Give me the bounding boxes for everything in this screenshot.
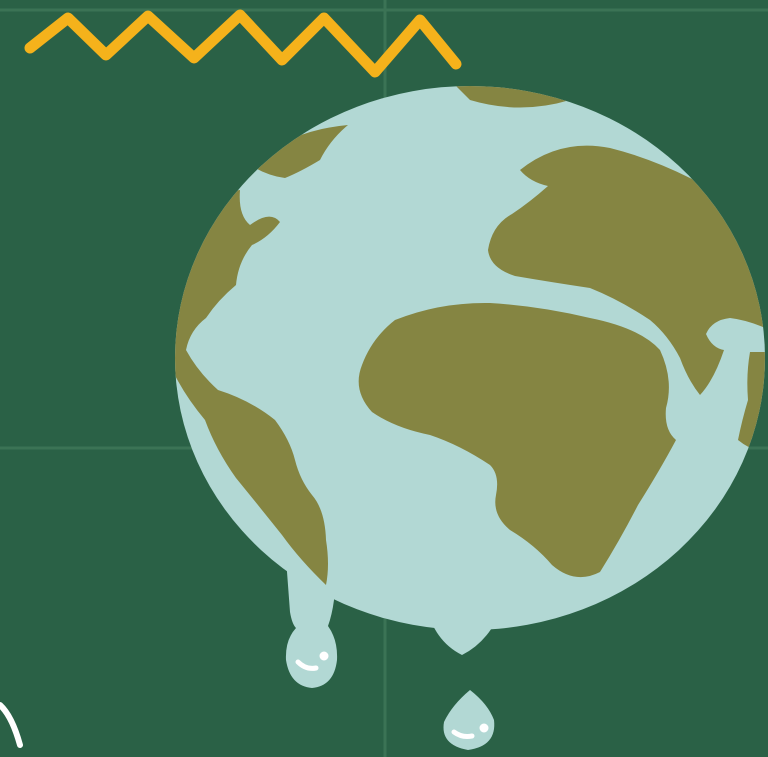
zigzag-icon [24,9,462,78]
highlight-dot [319,651,329,661]
highlight-stroke [295,659,319,671]
land-americas [175,190,328,585]
globe-icon [175,86,765,630]
landmasses [175,86,765,585]
highlight-dot [479,723,489,733]
land-northwest [250,125,348,178]
land-north-strip [455,86,570,108]
droplet-highlights [295,651,489,739]
highlight-stroke [451,729,475,739]
corner-arc [0,702,23,748]
land-eurasia [488,145,765,395]
land-africa [358,302,676,578]
